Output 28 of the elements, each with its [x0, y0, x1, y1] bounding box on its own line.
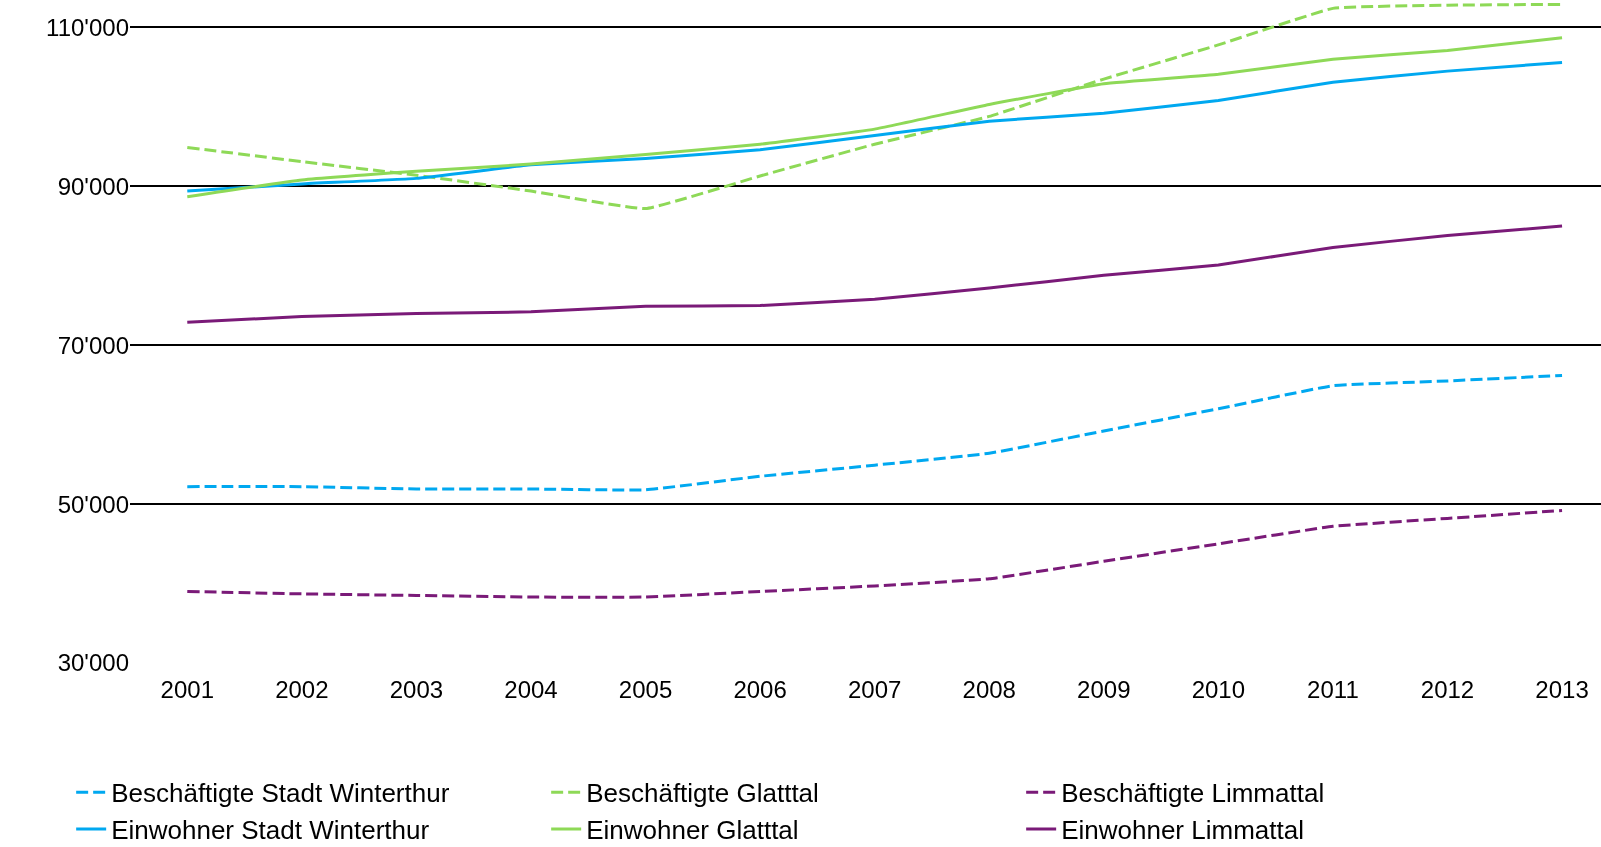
legend-label: Beschäftigte Stadt Winterthur: [111, 778, 450, 809]
x-tick-label: 2009: [1077, 676, 1131, 703]
x-tick-label: 2007: [847, 676, 902, 703]
line-series: [185, 224, 1564, 324]
legend-label: Beschäftigte Limmattal: [1061, 778, 1325, 809]
y-tick-label: 90'000: [57, 172, 129, 200]
x-tick-label: 2012: [1420, 676, 1475, 703]
y-tick-label: 50'000: [57, 490, 129, 518]
x-tick-label: 2006: [733, 676, 787, 703]
x-tick-label: 2001: [160, 676, 214, 703]
x-tick-label: 2008: [962, 676, 1016, 703]
legend-label: Beschäftigte Glatttal: [586, 778, 819, 809]
y-tick-label: 70'000: [57, 331, 129, 359]
x-tick-label: 2003: [389, 676, 444, 703]
x-tick-label: 2005: [618, 676, 673, 703]
line-series: [185, 60, 1564, 193]
x-tick-label: 2002: [275, 676, 329, 703]
x-tick-label: 2011: [1307, 676, 1359, 703]
x-tick-label: 2010: [1191, 676, 1246, 703]
line-series: [185, 508, 1564, 599]
line-series: [185, 373, 1564, 492]
legend-label: Einwohner Stadt Winterthur: [111, 815, 430, 846]
legend-label: Einwohner Limmattal: [1061, 815, 1304, 846]
x-tick-label: 2004: [504, 676, 558, 703]
x-tick-label: 2013: [1535, 676, 1589, 703]
y-tick-label: 30'000: [57, 649, 129, 677]
y-tick-label: 110'000: [46, 13, 129, 41]
legend-label: Einwohner Glatttal: [586, 815, 799, 846]
